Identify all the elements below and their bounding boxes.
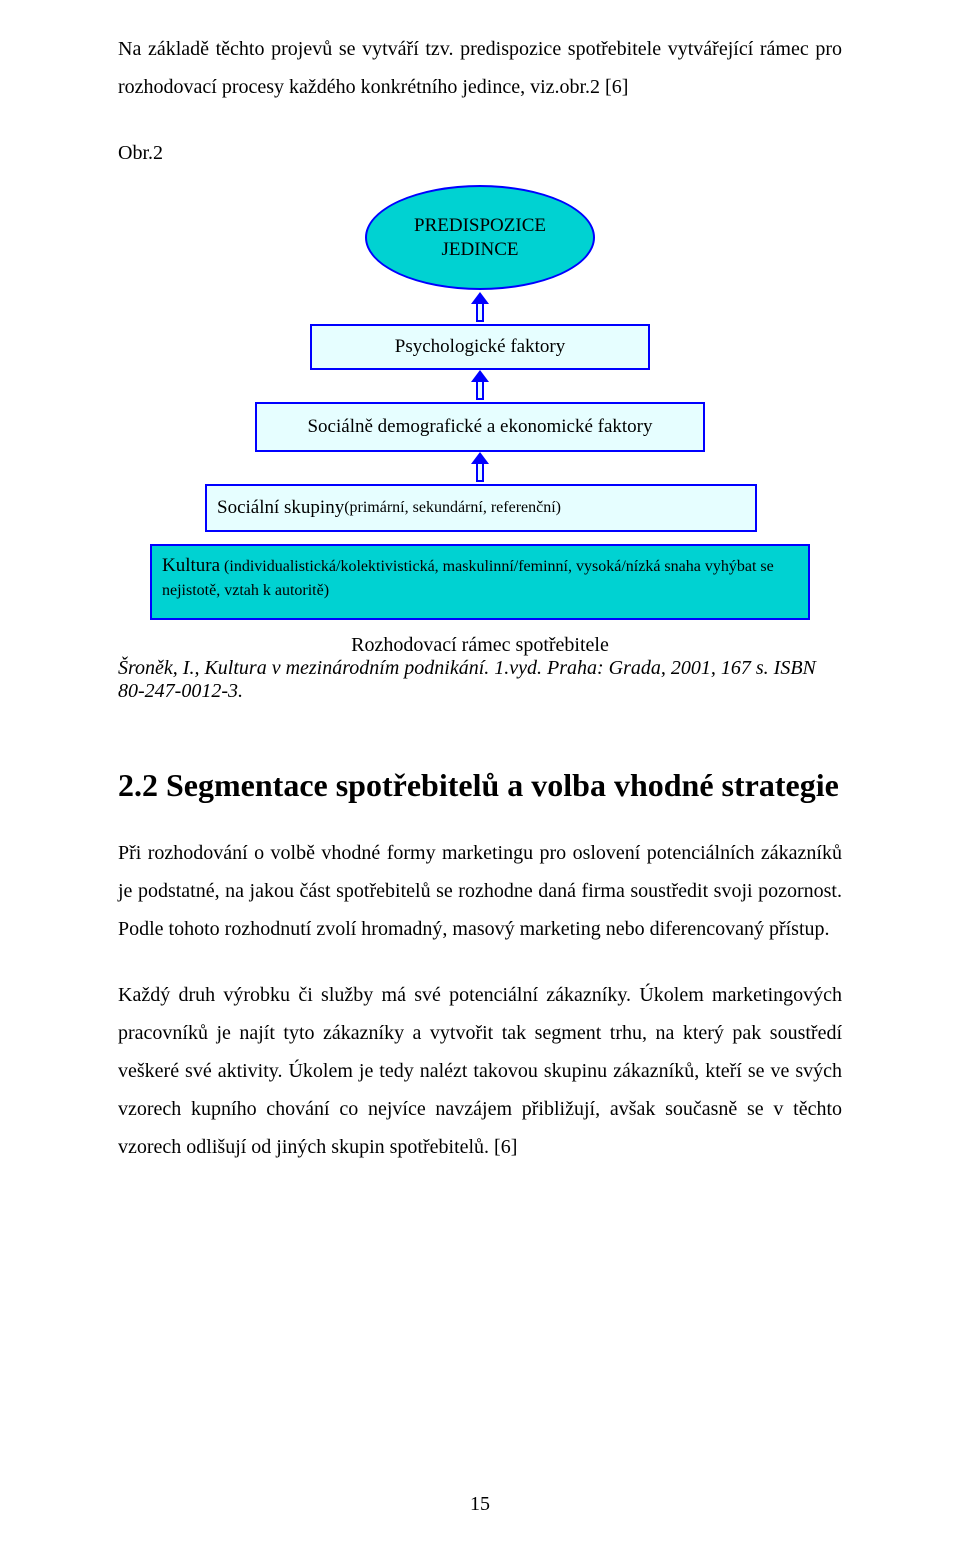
page: Na základě těchto projevů se vytváří tzv… bbox=[0, 0, 960, 1544]
arrow-3 bbox=[471, 452, 489, 482]
section-paragraph-2: Každý druh výrobku či služby má své pote… bbox=[118, 976, 842, 1166]
arrow-2-shaft bbox=[476, 382, 484, 400]
intro-paragraph: Na základě těchto projevů se vytváří tzv… bbox=[118, 30, 842, 106]
box2-text: Sociálně demografické a ekonomické fakto… bbox=[307, 415, 652, 439]
arrow-1 bbox=[471, 292, 489, 322]
box3-small: (primární, sekundární, referenční) bbox=[344, 498, 561, 518]
node-predispozice-ellipse: PREDISPOZICE JEDINCE bbox=[365, 185, 595, 290]
arrow-3-head bbox=[471, 452, 489, 464]
arrow-3-shaft bbox=[476, 464, 484, 482]
node-psychologicke-box: Psychologické faktory bbox=[310, 324, 650, 370]
node-socialni-skupiny-box: Sociální skupiny (primární, sekundární, … bbox=[205, 484, 757, 532]
ellipse-line1: PREDISPOZICE bbox=[414, 214, 546, 238]
figure-caption-title: Rozhodovací rámec spotřebitele bbox=[118, 634, 842, 657]
arrow-2 bbox=[471, 370, 489, 400]
box4-strong: Kultura bbox=[162, 555, 220, 576]
box4-inner: Kultura (individualistická/kolektivistic… bbox=[162, 554, 798, 602]
node-socialne-demog-box: Sociálně demografické a ekonomické fakto… bbox=[255, 402, 705, 452]
ellipse-line2: JEDINCE bbox=[441, 238, 518, 262]
box3-strong: Sociální skupiny bbox=[217, 496, 344, 520]
arrow-1-head bbox=[471, 292, 489, 304]
section-heading-2-2: 2.2 Segmentace spotřebitelů a volba vhod… bbox=[118, 767, 842, 804]
box4-small: (individualistická/kolektivistická, mask… bbox=[162, 558, 774, 599]
section-paragraph-1: Při rozhodování o volbě vhodné formy mar… bbox=[118, 834, 842, 948]
arrow-1-shaft bbox=[476, 304, 484, 322]
page-number: 15 bbox=[470, 1493, 490, 1516]
node-kultura-box: Kultura (individualistická/kolektivistic… bbox=[150, 544, 810, 620]
figure-2: PREDISPOZICE JEDINCE Psychologické fakto… bbox=[118, 180, 842, 620]
figure-caption-citation: Šroněk, I., Kultura v mezinárodním podni… bbox=[118, 657, 842, 703]
box1-text: Psychologické faktory bbox=[395, 335, 565, 359]
figure-label: Obr.2 bbox=[118, 134, 842, 172]
diagram-canvas: PREDISPOZICE JEDINCE Psychologické fakto… bbox=[120, 180, 840, 620]
arrow-2-head bbox=[471, 370, 489, 382]
